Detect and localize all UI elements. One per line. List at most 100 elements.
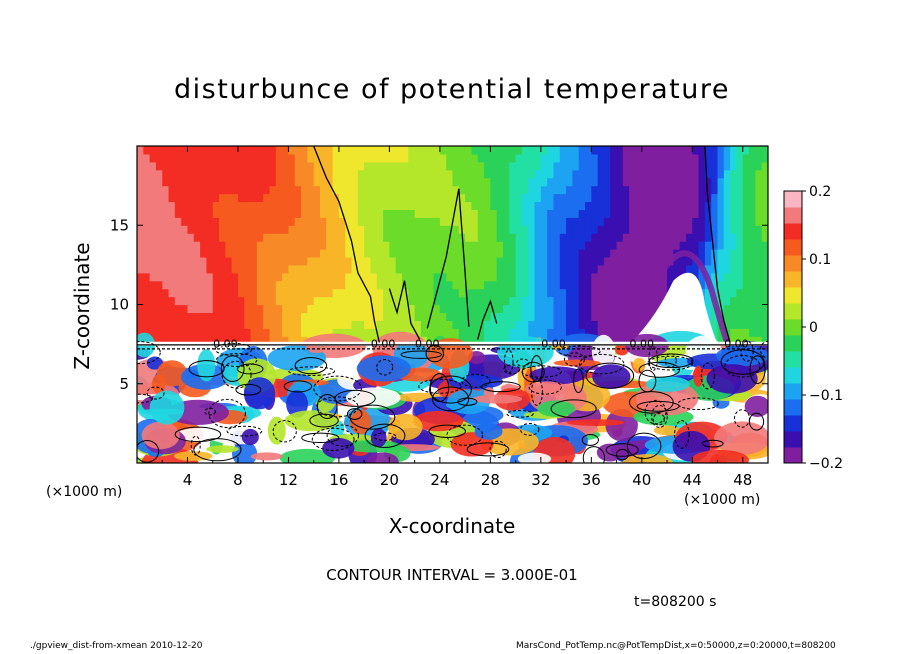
- field-cell: [319, 241, 327, 250]
- field-cell: [282, 233, 290, 242]
- field-cell: [370, 280, 378, 290]
- field-cell: [206, 209, 214, 218]
- field-cell: [471, 201, 479, 210]
- field-cell: [439, 296, 447, 306]
- field-cell: [364, 169, 372, 179]
- field-cell: [294, 312, 302, 321]
- field-cell: [219, 161, 226, 171]
- field-cell: [698, 169, 706, 179]
- colorbar-swatch: [784, 351, 802, 368]
- field-cell: [181, 336, 189, 345]
- field-cell: [174, 193, 182, 203]
- field-cell: [370, 233, 378, 242]
- field-cell: [427, 296, 435, 306]
- field-cell: [282, 153, 290, 163]
- contour-loop: [376, 359, 394, 376]
- turbulent-blob: [553, 359, 601, 367]
- field-cell: [673, 225, 681, 234]
- field-cell: [345, 272, 353, 282]
- field-cell: [509, 296, 517, 306]
- field-cell: [402, 193, 409, 203]
- field-cell: [244, 209, 252, 218]
- field-cell: [389, 153, 397, 163]
- field-cell: [736, 328, 744, 337]
- field-cell: [402, 146, 409, 155]
- field-cell: [395, 185, 403, 195]
- field-cell: [502, 320, 510, 329]
- field-cell: [723, 304, 731, 314]
- field-cell: [616, 193, 624, 203]
- field-cell: [496, 264, 504, 274]
- field-cell: [654, 153, 662, 163]
- field-cell: [275, 233, 283, 242]
- field-cell: [155, 288, 163, 298]
- field-cell: [351, 201, 359, 210]
- field-cell: [307, 209, 315, 218]
- field-cell: [212, 256, 220, 266]
- field-cell: [193, 233, 201, 242]
- field-cell: [528, 256, 536, 266]
- field-cell: [244, 177, 252, 187]
- field-cell: [326, 185, 334, 195]
- field-cell: [742, 264, 750, 274]
- field-cell: [307, 201, 315, 210]
- field-cell: [420, 177, 428, 187]
- field-cell: [193, 225, 201, 234]
- field-cell: [269, 328, 277, 337]
- field-cell: [357, 161, 365, 171]
- field-cell: [471, 312, 479, 321]
- field-cell: [231, 177, 239, 187]
- field-cell: [212, 241, 220, 250]
- field-cell: [326, 241, 334, 250]
- field-cell: [755, 161, 763, 171]
- field-cell: [149, 272, 157, 282]
- field-cell: [471, 217, 479, 226]
- field-cell: [528, 264, 536, 274]
- field-cell: [648, 288, 656, 298]
- field-cell: [332, 272, 340, 282]
- field-cell: [742, 280, 750, 290]
- field-cell: [559, 256, 567, 266]
- field-cell: [364, 280, 372, 290]
- field-cell: [717, 336, 725, 345]
- field-cell: [465, 177, 473, 187]
- field-cell: [275, 336, 283, 345]
- field-cell: [307, 328, 315, 337]
- field-cell: [673, 209, 681, 218]
- field-cell: [641, 193, 649, 203]
- field-cell: [212, 272, 220, 282]
- field-cell: [597, 288, 605, 298]
- field-cell: [427, 256, 435, 266]
- field-cell: [244, 169, 252, 179]
- field-cell: [553, 217, 561, 226]
- field-cell: [490, 217, 498, 226]
- field-cell: [622, 233, 630, 242]
- field-cell: [711, 233, 719, 242]
- field-cell: [496, 249, 504, 258]
- field-cell: [515, 256, 523, 266]
- field-cell: [288, 169, 296, 179]
- field-cell: [326, 161, 334, 171]
- field-cell: [307, 225, 315, 234]
- field-cell: [673, 264, 681, 274]
- field-cell: [578, 241, 586, 250]
- field-cell: [458, 288, 466, 298]
- field-cell: [553, 185, 561, 195]
- field-cell: [572, 320, 580, 329]
- field-cell: [572, 225, 580, 234]
- field-cell: [717, 161, 725, 171]
- field-cell: [143, 241, 151, 250]
- field-cell: [502, 209, 510, 218]
- field-cell: [723, 288, 731, 298]
- field-cell: [452, 320, 460, 329]
- field-cell: [749, 161, 756, 171]
- field-cell: [345, 312, 353, 321]
- field-cell: [730, 312, 738, 321]
- field-cell: [673, 233, 681, 242]
- time-label: t=808200 s: [634, 594, 717, 610]
- contour-loop: [677, 397, 719, 411]
- field-cell: [559, 225, 567, 234]
- field-cell: [591, 296, 599, 306]
- field-cell: [219, 336, 226, 345]
- field-cell: [730, 201, 738, 210]
